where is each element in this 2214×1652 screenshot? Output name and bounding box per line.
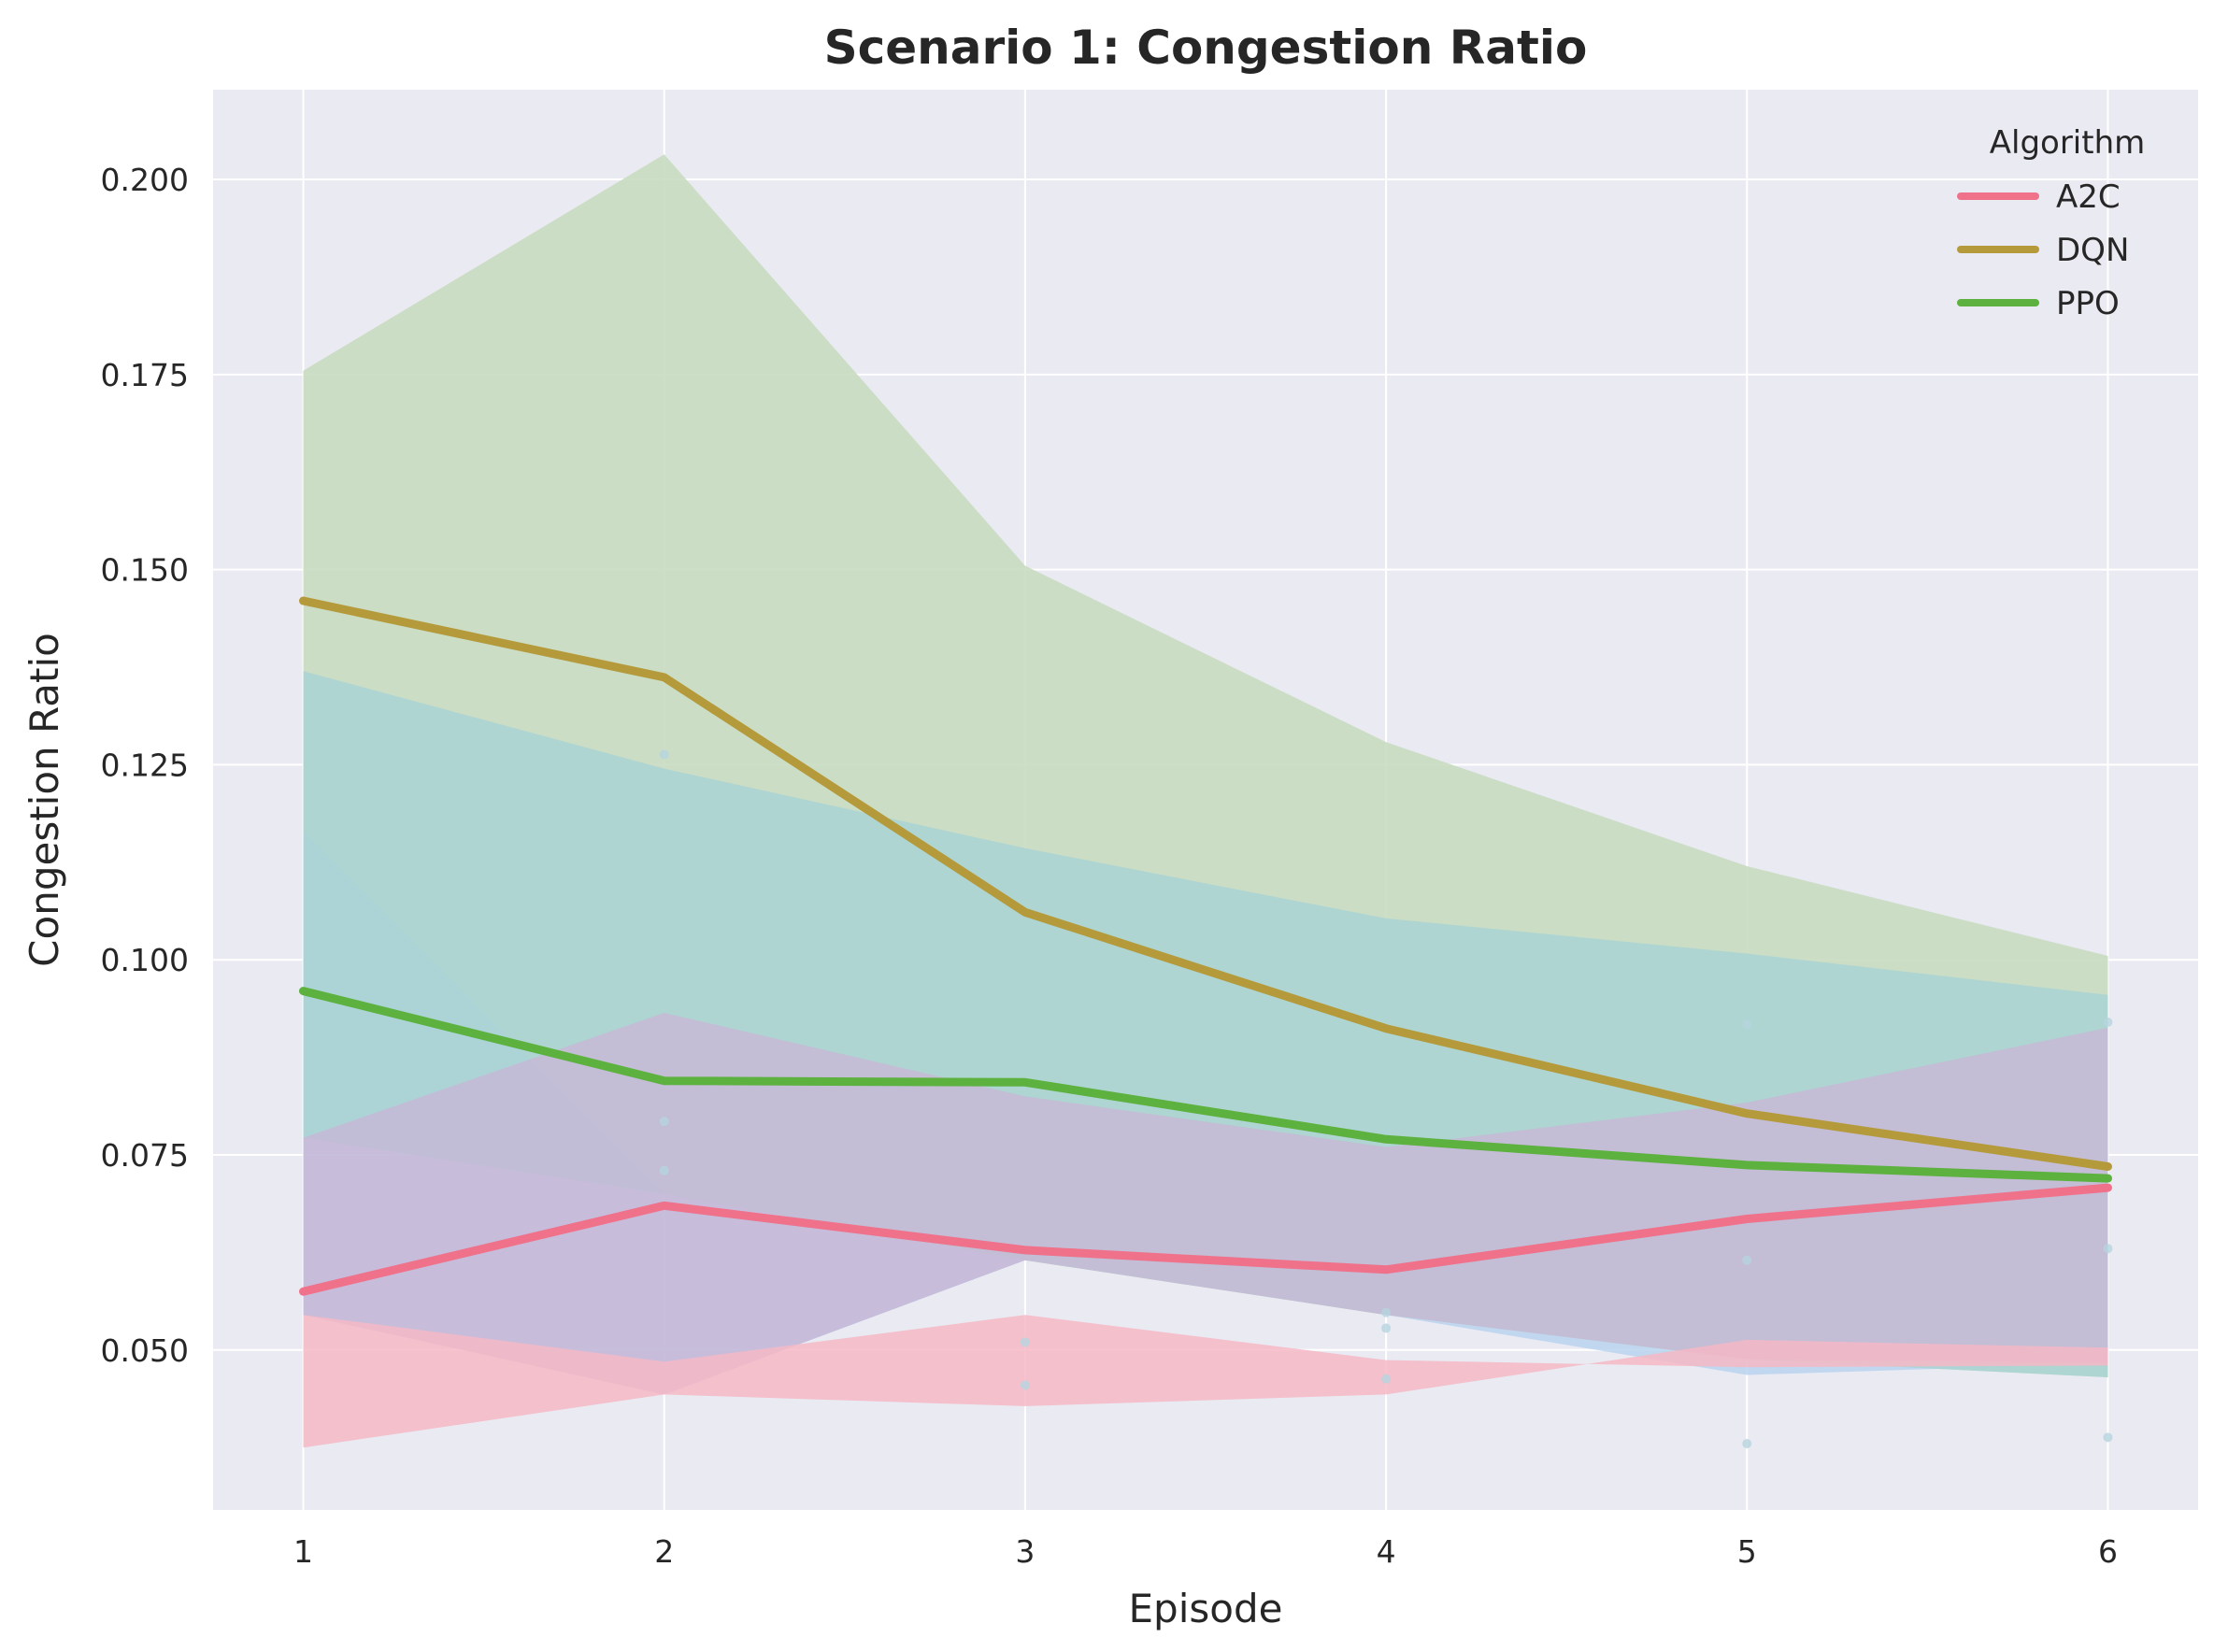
confidence-bands: [303, 154, 2108, 1448]
band-a2c: [303, 1315, 2108, 1448]
sample-points: [659, 749, 2113, 1449]
sample-point-12: [2103, 1018, 2113, 1028]
legend-label-a2c: A2C: [2056, 178, 2121, 216]
sample-point-9: [1742, 1019, 1752, 1030]
sample-point-13: [2103, 1432, 2113, 1443]
x-tick-label-5: 5: [1737, 1533, 1757, 1570]
sample-point-14: [2103, 1244, 2113, 1254]
y-tick-label-2: 0.075: [101, 1137, 189, 1174]
y-tick-label-4: 0.125: [101, 747, 189, 783]
y-tick-label-7: 0.200: [101, 162, 189, 198]
series-line-a2c: [299, 1183, 2112, 1296]
x-tick-label-3: 3: [1015, 1533, 1035, 1570]
sample-point-5: [1020, 1337, 1030, 1347]
legend: Algorithm A2C DQN PPO: [1957, 124, 2146, 322]
y-axis-label: Congestion Ratio: [21, 633, 67, 967]
sample-point-1: [659, 749, 669, 760]
y-tick-label-1: 0.050: [101, 1332, 189, 1369]
y-tick-label-3: 0.100: [101, 942, 189, 978]
x-tick-label-2: 2: [654, 1533, 674, 1570]
y-tick-label-5: 0.150: [101, 552, 189, 589]
series-line-ppo: [299, 987, 2112, 1183]
sample-point-7: [1381, 1323, 1392, 1333]
series-lines: [299, 596, 2112, 1296]
x-axis-label: Episode: [1129, 1586, 1283, 1631]
sample-point-4: [1020, 1380, 1030, 1390]
sample-point-2: [659, 1117, 669, 1127]
y-tick-labels: 0.050 0.075 0.100 0.125 0.150 0.175 0.200: [101, 162, 189, 1369]
y-tick-label-6: 0.175: [101, 357, 189, 393]
x-tick-label-1: 1: [293, 1533, 313, 1570]
x-tick-labels: 1 2 3 4 5 6: [293, 1533, 2118, 1570]
legend-label-ppo: PPO: [2056, 285, 2120, 322]
legend-label-dqn: DQN: [2056, 232, 2129, 269]
series-line-dqn: [299, 596, 2112, 1171]
sample-point-11: [1742, 1255, 1752, 1265]
sample-point-3: [659, 1165, 669, 1175]
sample-point-10: [1742, 1439, 1752, 1449]
chart-title: Scenario 1: Congestion Ratio: [824, 21, 1588, 75]
sample-point-8: [1381, 1307, 1392, 1317]
x-tick-label-4: 4: [1377, 1533, 1396, 1570]
x-tick-label-6: 6: [2098, 1533, 2118, 1570]
legend-title: Algorithm: [1990, 124, 2146, 162]
sample-point-6: [1381, 1374, 1392, 1384]
band-dqn: [303, 1013, 2108, 1395]
